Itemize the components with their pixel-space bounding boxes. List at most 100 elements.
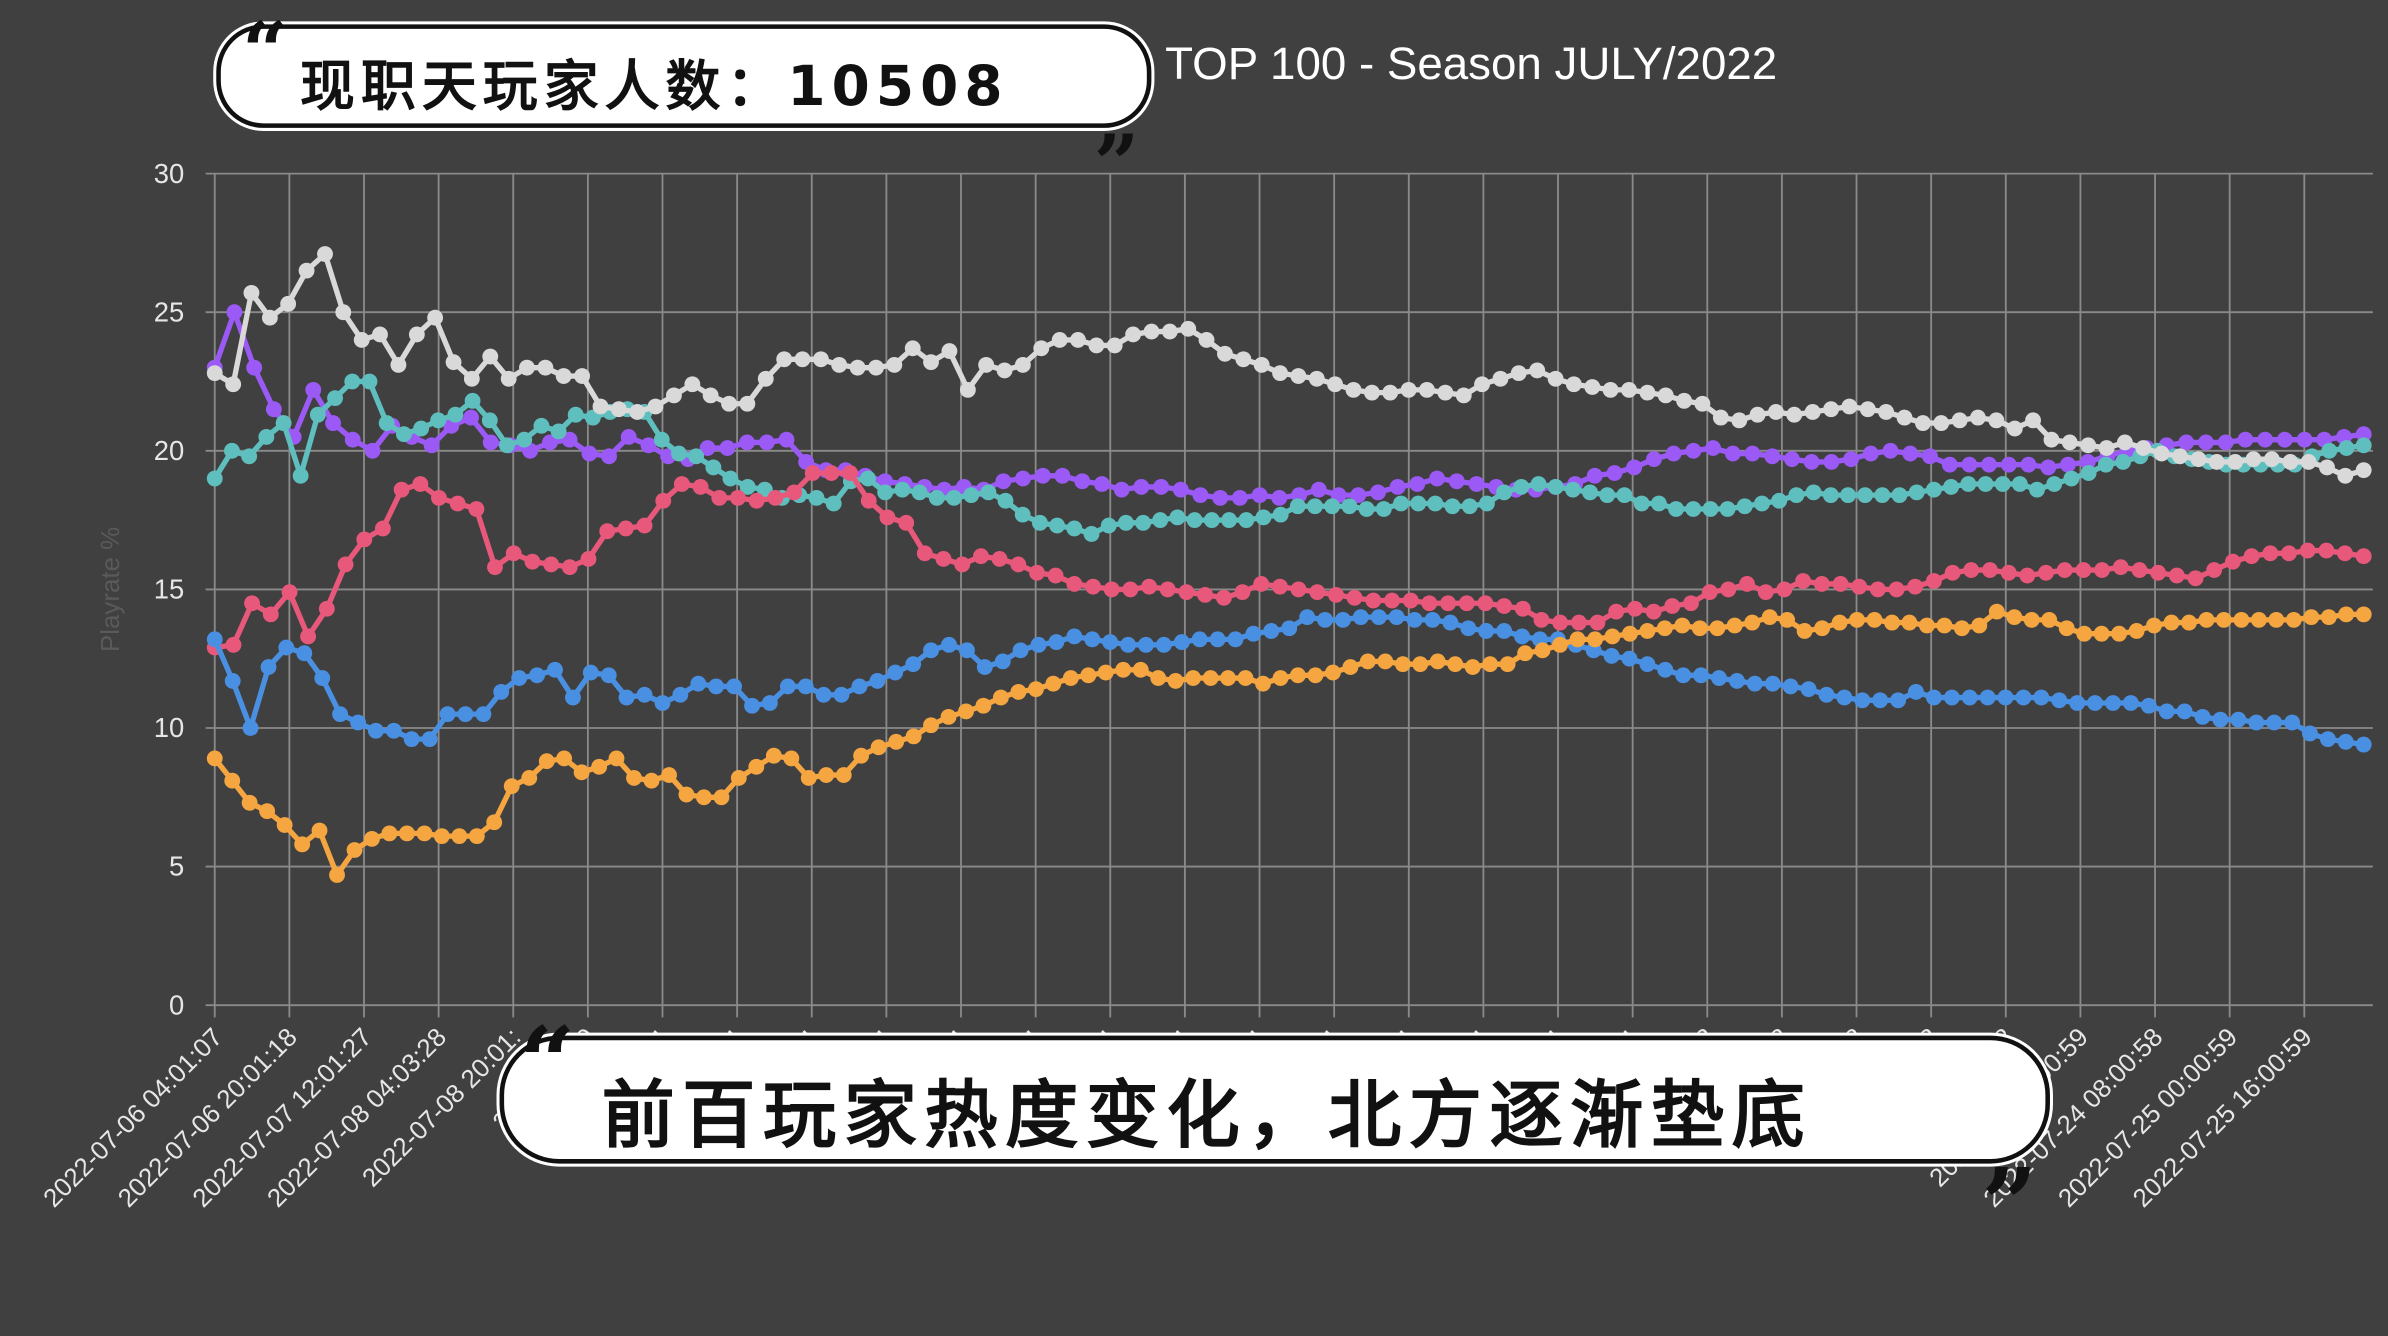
data-point: [940, 708, 957, 725]
data-point: [463, 409, 479, 426]
data-point: [1227, 631, 1244, 648]
data-point: [1720, 581, 1737, 598]
data-point: [823, 465, 840, 481]
data-point: [879, 509, 896, 526]
data-point: [2061, 434, 2078, 451]
data-point: [1499, 656, 1516, 673]
data-point: [1757, 584, 1774, 601]
data-point: [779, 678, 796, 695]
viewer-count-caption: “ 现职天玩家人数：10508 „: [216, 13, 1152, 159]
data-point: [1271, 489, 1288, 506]
data-point: [975, 697, 992, 714]
data-point: [385, 722, 402, 739]
series-4: [206, 609, 2372, 753]
data-point: [1180, 320, 1197, 337]
data-point: [2163, 614, 2180, 631]
data-point: [556, 750, 573, 767]
data-point: [684, 376, 701, 393]
data-point: [831, 356, 848, 373]
data-point: [367, 722, 384, 739]
data-point: [1088, 337, 1105, 354]
data-point: [224, 442, 240, 459]
data-point: [1458, 595, 1475, 612]
data-point: [815, 686, 832, 703]
data-point: [757, 370, 774, 387]
data-point: [1676, 392, 1693, 409]
data-point: [344, 431, 361, 448]
close-quote-mark: „: [1095, 73, 1141, 167]
data-point: [1869, 581, 1886, 598]
data-point: [1510, 365, 1527, 382]
data-point: [758, 434, 775, 451]
data-point: [206, 750, 223, 767]
data-point: [457, 706, 474, 723]
data-point: [1421, 595, 1438, 612]
y-tick-label: 15: [154, 574, 184, 605]
data-point: [1080, 667, 1097, 684]
data-point: [1586, 467, 1603, 484]
data-point: [935, 551, 952, 567]
data-point: [1133, 478, 1150, 495]
data-point: [1533, 611, 1550, 628]
data-point: [1603, 648, 1620, 664]
data-point: [1202, 670, 1219, 686]
data-point: [1674, 617, 1691, 634]
data-point: [1941, 456, 1958, 473]
data-point: [1534, 642, 1551, 659]
data-point: [923, 642, 939, 659]
data-point: [1908, 683, 1924, 700]
data-point: [995, 473, 1012, 490]
data-point: [1764, 675, 1781, 692]
data-point: [923, 717, 939, 734]
data-point: [1857, 487, 1873, 504]
data-point: [1150, 670, 1167, 686]
data-point: [1788, 487, 1805, 504]
open-quote-mark: “: [242, 6, 288, 99]
data-point: [1922, 448, 1938, 465]
data-point: [1694, 395, 1711, 412]
data-point: [241, 794, 258, 811]
data-point: [547, 661, 563, 678]
data-point: [1621, 625, 1638, 642]
data-point: [1191, 631, 1208, 648]
trend-caption-text: 前百玩家热度变化，北方逐渐垫底: [601, 1073, 1813, 1160]
data-point: [2355, 606, 2372, 623]
data-point: [447, 406, 464, 423]
data-point: [1328, 586, 1344, 603]
data-point: [519, 359, 535, 376]
data-point: [2285, 611, 2302, 628]
data-point: [350, 714, 366, 731]
data-point: [1307, 498, 1323, 515]
data-point: [2206, 562, 2223, 578]
data-point: [1731, 412, 1748, 429]
data-point: [475, 706, 492, 723]
data-point: [1803, 454, 1820, 470]
data-point: [281, 584, 298, 601]
data-point: [481, 412, 498, 429]
data-point: [600, 667, 617, 684]
data-point: [2227, 454, 2244, 470]
data-point: [1818, 686, 1835, 703]
data-point: [468, 501, 485, 517]
data-point: [1406, 611, 1423, 628]
data-point: [2094, 562, 2110, 578]
data-point: [2033, 689, 2050, 706]
data-point: [620, 429, 637, 445]
data-point: [739, 395, 756, 412]
data-point: [2299, 542, 2316, 559]
data-point: [778, 431, 795, 448]
data-point: [2011, 476, 2028, 492]
data-point: [1872, 692, 1889, 709]
data-point: [739, 434, 755, 451]
data-point: [1251, 487, 1268, 504]
data-point: [493, 683, 510, 700]
data-point: [1547, 478, 1564, 495]
data-point: [959, 381, 976, 398]
data-point: [2056, 562, 2073, 578]
data-point: [1621, 381, 1637, 398]
data-point: [888, 733, 905, 750]
data-point: [1377, 653, 1394, 670]
data-point: [1137, 636, 1154, 653]
data-point: [894, 481, 911, 498]
data-point: [2122, 695, 2139, 711]
